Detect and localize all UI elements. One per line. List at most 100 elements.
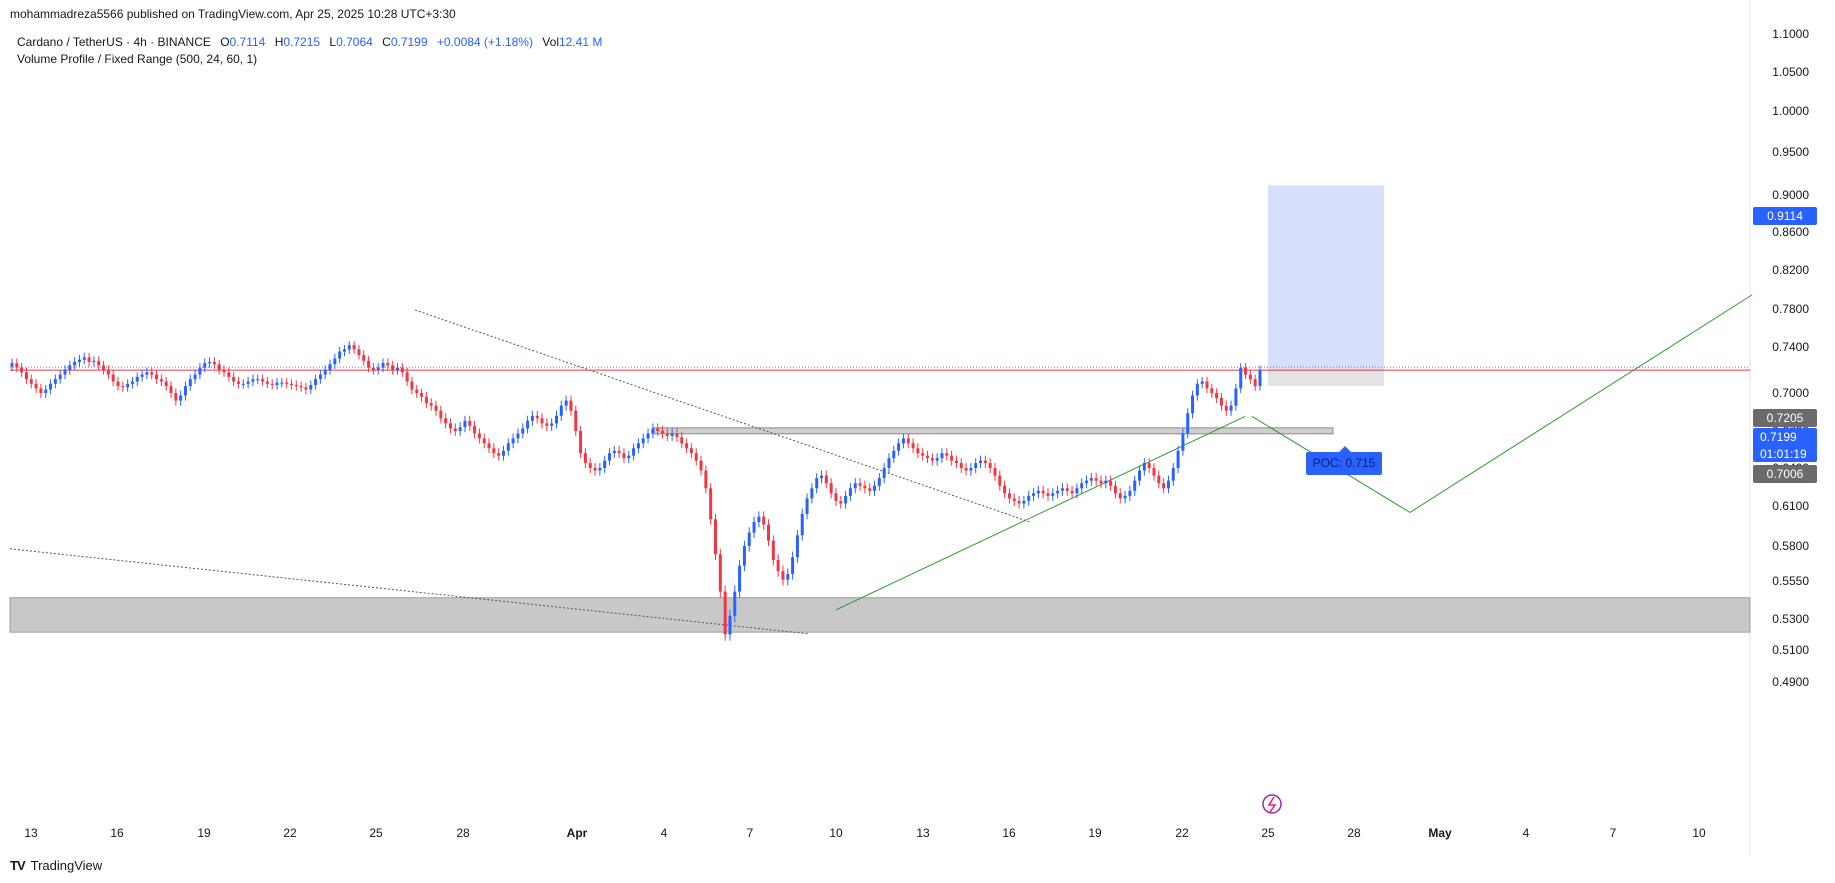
y-tick-label: 0.9500 [1772,145,1809,159]
candle-body [892,450,896,459]
candle-body [371,367,375,370]
candle-body [261,379,265,382]
candle-body [1094,478,1098,481]
volume-label: Vol [542,35,559,49]
candle-body [265,381,269,384]
brand-label: TradingView [30,858,103,873]
candle-body [747,532,751,546]
candle-body [1142,463,1146,471]
candle-body [429,403,433,406]
candle-body [20,367,24,373]
candle-body [448,423,452,429]
candle-body [357,349,361,356]
y-tick-label: 0.5100 [1772,643,1809,657]
candle-body [159,379,163,382]
candle-body [342,349,346,352]
candle-body [834,493,838,501]
candle-body [1046,493,1050,496]
candle-body [771,540,775,560]
candle-body [853,483,857,489]
candle-body [1200,381,1204,384]
candle-body [887,458,891,468]
x-tick-label: 13 [24,826,38,840]
candle-body [1253,379,1257,387]
tradingview-logo-icon: TV [10,858,26,873]
y-tick-label: 0.7400 [1772,340,1809,354]
candle-body [198,367,202,375]
x-tick-label: 16 [1002,826,1016,840]
candle-body [1118,493,1122,499]
target-box [1268,185,1384,370]
candle-body [988,463,992,468]
candle-body [781,571,785,580]
footer: TV TradingView [10,858,102,873]
candle-body [135,376,139,382]
candle-body [1060,488,1064,491]
candle-body [882,468,886,479]
candle-body [381,363,385,368]
candle-body [545,423,549,426]
candle-body [704,470,708,489]
candle-body [969,468,973,471]
support-zone [9,597,1751,633]
price-chart[interactable]: 1.1000 1.0500 1.0000 0.9500 0.9000 0.8600 0.82… [0,0,1835,855]
candle-body [800,514,804,536]
candle-body [212,361,216,365]
x-tick-label: 19 [1088,826,1102,840]
candle-body [998,475,1002,486]
x-tick-label: 22 [283,826,297,840]
candle-body [757,516,761,522]
candle-body [338,351,342,359]
candle-body [1022,500,1026,504]
x-tick-label: 16 [110,826,124,840]
indicator-row[interactable]: Volume Profile / Fixed Range (500, 24, 6… [17,52,258,66]
candle-body [815,478,819,489]
candle-body [73,361,77,366]
candle-body [391,365,395,370]
high-value: 0.7215 [283,35,321,49]
candle-body [569,400,573,411]
poc-tag-pointer [1339,446,1351,452]
high-price-tag-text: 0.7205 [1767,411,1804,425]
candle-body [333,358,337,365]
stop-box [1268,369,1384,386]
candle-body [140,374,144,377]
candle-body [87,357,91,362]
candle-body [1224,405,1228,411]
candle-body [1109,480,1113,486]
candle-body [227,372,231,377]
candle-body [203,363,207,368]
candle-body [347,345,351,350]
candle-body [1219,398,1223,406]
candle-body [280,382,284,384]
candle-body [665,433,669,436]
low-label: L [329,35,337,49]
candle-body [1258,370,1262,387]
candle-body [901,438,905,444]
candle-body [535,415,539,419]
candle-body [1191,395,1195,414]
candle-body [420,393,424,397]
candle-body [386,363,390,366]
candle-body [873,485,877,491]
candle-body [752,522,756,533]
candle-body [1234,388,1238,406]
candle-body [400,367,404,373]
candle-body [506,443,510,451]
candle-body [1133,480,1137,491]
candle-body [863,485,867,489]
candle-body [246,381,250,384]
candle-body [1007,493,1011,499]
candle-body [1215,393,1219,399]
candle-body [439,410,443,419]
downtrend-line [414,309,1031,523]
candle-body [58,374,62,380]
candle-body [410,381,414,390]
countdown-text: 01:01:19 [1760,447,1807,461]
candle-body [63,370,67,375]
candle-body [574,410,578,431]
open-value: 0.7114 [229,35,266,49]
candle-body [328,364,332,370]
candle-body [1205,381,1209,389]
symbol-title[interactable]: Cardano / TetherUS · 4h · BINANCE [17,35,211,49]
